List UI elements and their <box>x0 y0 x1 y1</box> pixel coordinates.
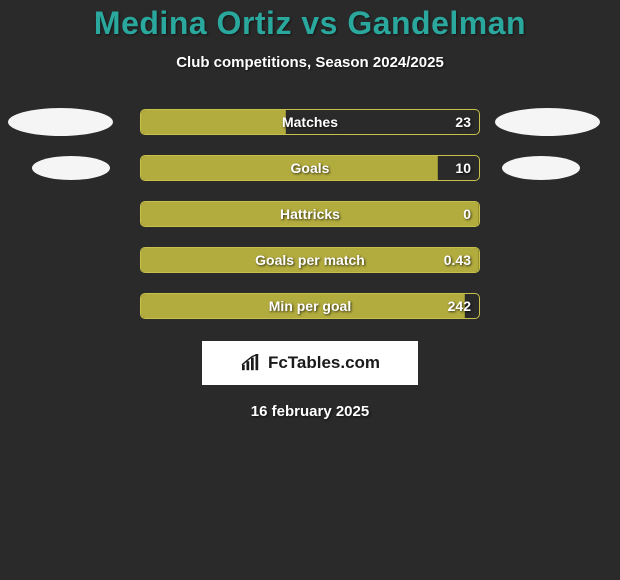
stat-row: Hattricks0 <box>0 191 620 237</box>
comparison-card: Medina Ortiz vs Gandelman Club competiti… <box>0 0 620 420</box>
logo-text: FcTables.com <box>268 353 380 373</box>
stat-bar-fill <box>141 156 438 180</box>
stat-bar-fill <box>141 248 479 272</box>
subtitle: Club competitions, Season 2024/2025 <box>0 54 620 71</box>
stat-bar-fill <box>141 110 286 134</box>
right-marker <box>502 156 580 180</box>
stat-row: Goals10 <box>0 145 620 191</box>
stat-bar: Min per goal242 <box>140 293 480 319</box>
right-marker <box>495 108 600 136</box>
report-date: 16 february 2025 <box>0 403 620 420</box>
stat-row: Min per goal242 <box>0 283 620 329</box>
stat-value: 10 <box>455 160 471 176</box>
left-marker <box>32 156 110 180</box>
stat-rows: Matches23 Goals10 Hattricks0 Goals per matc… <box>0 99 620 329</box>
stat-bar-fill <box>141 202 479 226</box>
left-marker <box>8 108 113 136</box>
page-title: Medina Ortiz vs Gandelman <box>0 5 620 42</box>
stat-bar: Matches23 <box>140 109 480 135</box>
bar-chart-icon <box>240 354 262 372</box>
stat-value: 23 <box>455 114 471 130</box>
stat-bar-fill <box>141 294 465 318</box>
stat-bar: Hattricks0 <box>140 201 480 227</box>
source-logo: FcTables.com <box>202 341 418 385</box>
stat-bar: Goals10 <box>140 155 480 181</box>
stat-row: Matches23 <box>0 99 620 145</box>
stat-row: Goals per match0.43 <box>0 237 620 283</box>
stat-bar: Goals per match0.43 <box>140 247 480 273</box>
